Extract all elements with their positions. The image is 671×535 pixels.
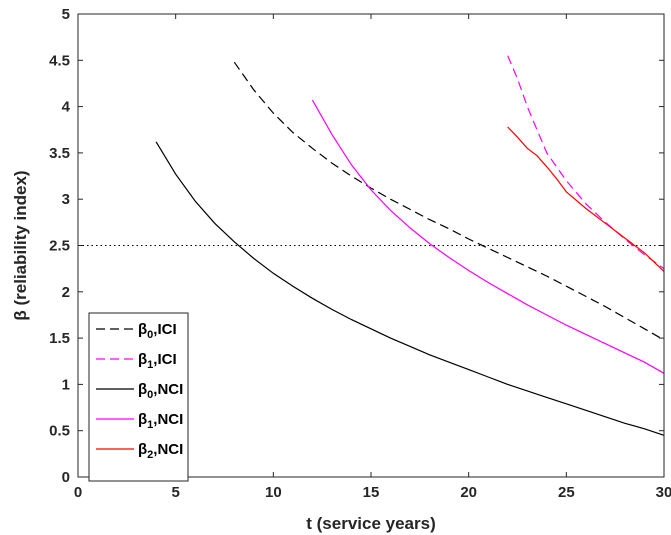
x-axis-title: t (service years)	[306, 514, 435, 533]
y-tick-label: 4	[62, 99, 71, 116]
y-axis-title: β (reliability index)	[11, 170, 30, 320]
x-tick-label: 5	[171, 484, 179, 501]
legend-box	[88, 312, 189, 482]
x-tick-label: 30	[656, 484, 671, 501]
legend: β0,ICI β1,ICI β0,NCI β1,NCI β2,NCI	[88, 312, 189, 482]
series-line	[311, 99, 665, 374]
series-line	[507, 126, 665, 272]
y-tick-label: 4.5	[49, 52, 70, 69]
y-tick-label: 1.5	[49, 330, 70, 347]
y-tick-label: 5	[62, 6, 70, 23]
legend-label: β2,NCI	[138, 441, 183, 461]
y-tick-label: 2	[62, 284, 70, 301]
y-tick-label: 2.5	[49, 238, 70, 255]
x-tick-label: 20	[460, 484, 477, 501]
y-tick-label: 0.5	[49, 423, 70, 440]
series-line	[233, 61, 665, 341]
x-tick-label: 0	[74, 484, 82, 501]
y-tick-label: 3	[62, 191, 70, 208]
y-tick-label: 3.5	[49, 145, 70, 162]
x-tick-label: 15	[363, 484, 380, 501]
series-lines	[155, 55, 665, 436]
legend-label: β0,ICI	[138, 321, 177, 341]
legend-label: β0,NCI	[138, 381, 183, 401]
legend-label: β1,NCI	[138, 411, 183, 431]
y-tick-label: 1	[62, 376, 70, 393]
series-line	[155, 141, 665, 436]
axis-ticks: 0 5 10 15 20 25 30 0 0.5 1 1.5 2 2.5 3 3.5 4 4.5 5	[49, 6, 671, 501]
legend-label: β1,ICI	[138, 351, 177, 371]
y-tick-label: 0	[62, 469, 70, 486]
x-tick-label: 25	[558, 484, 575, 501]
x-tick-label: 10	[265, 484, 282, 501]
series-line	[507, 55, 665, 270]
